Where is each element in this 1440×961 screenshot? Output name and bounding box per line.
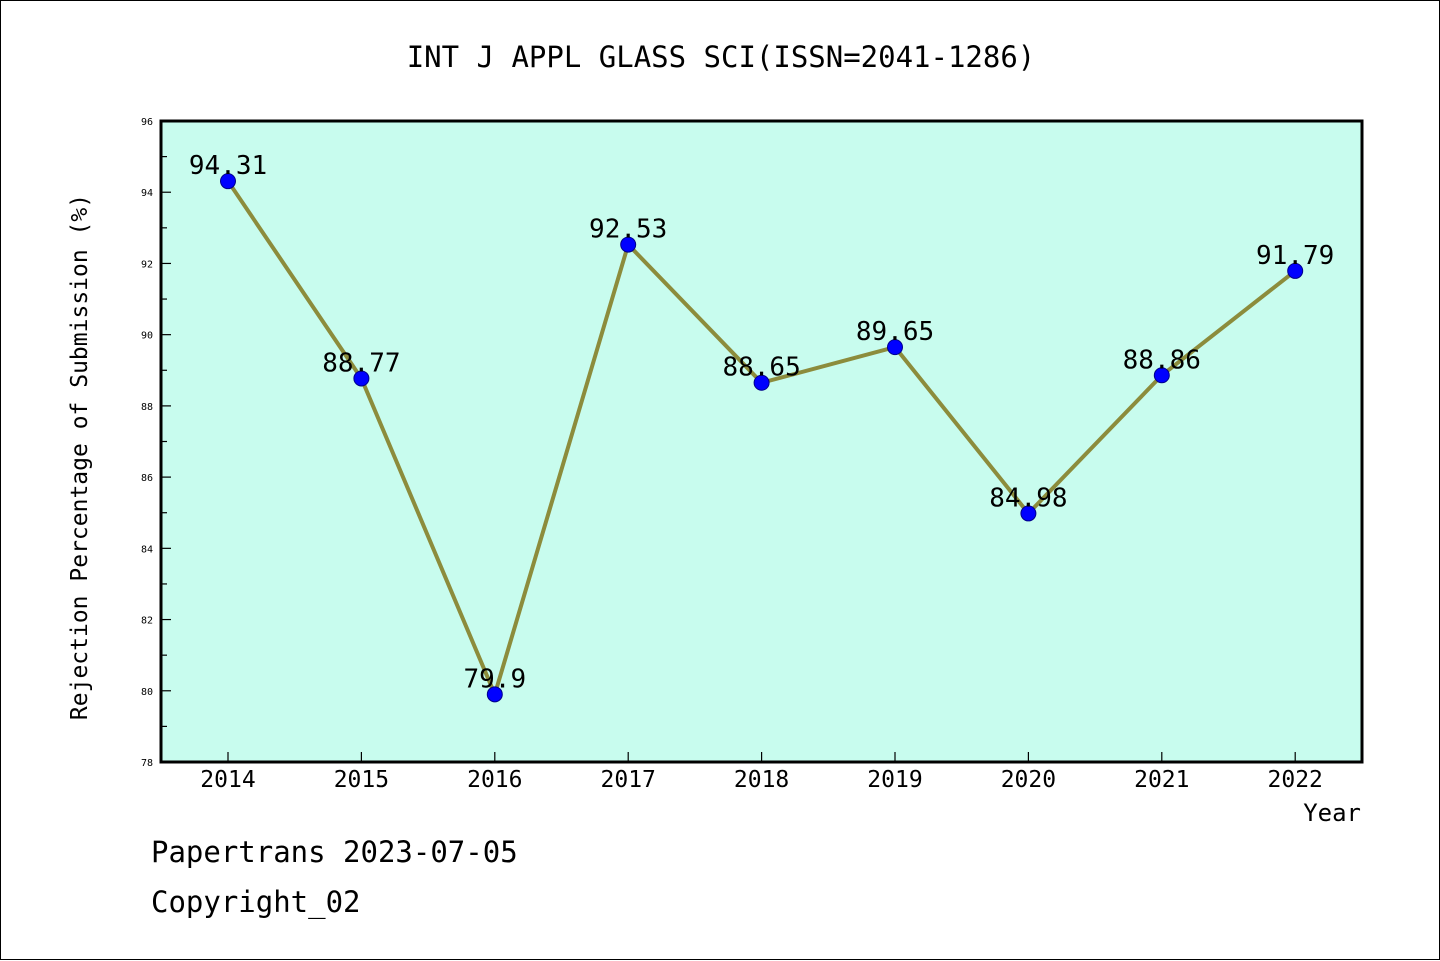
x-axis-ticks: 2014 2015 2016 2017 2018 2019 2020 2021 2022 [200, 752, 1323, 793]
data-point [753, 374, 770, 391]
y-tick-label: 90 [141, 331, 153, 342]
y-tick-label: 88 [141, 402, 153, 413]
data-label: 84.98 [989, 483, 1067, 513]
data-label: 89.65 [856, 317, 934, 347]
y-tick-label: 78 [141, 758, 153, 769]
data-label: 88.86 [1123, 345, 1201, 375]
y-tick-label: 82 [141, 616, 153, 627]
y-axis-ticks: 78 80 82 84 86 88 90 92 94 96 [141, 117, 171, 769]
data-point [1153, 367, 1170, 384]
x-tick-label: 2022 [1268, 767, 1323, 793]
x-axis-label: Year [1303, 799, 1361, 827]
y-tick-label: 84 [141, 544, 153, 555]
x-tick-label: 2015 [334, 767, 389, 793]
plot-area [159, 119, 1364, 764]
data-point [486, 686, 503, 703]
x-tick-label: 2018 [734, 767, 789, 793]
data-label: 79.9 [463, 664, 526, 694]
y-tick-label: 96 [141, 117, 153, 128]
x-tick-label: 2017 [601, 767, 656, 793]
data-label: 88.77 [322, 348, 400, 378]
data-markers [220, 173, 1304, 703]
footer-copyright-text: Copyright_02 [151, 885, 361, 919]
data-point [1287, 262, 1304, 279]
data-label: 94.31 [189, 151, 267, 181]
data-point [620, 236, 637, 253]
x-tick-label: 2021 [1134, 767, 1189, 793]
y-tick-label: 92 [141, 259, 153, 270]
data-label: 88.65 [722, 353, 800, 383]
data-label: 91.79 [1256, 241, 1334, 271]
y-tick-label: 86 [141, 473, 153, 484]
y-tick-label: 80 [141, 687, 153, 698]
x-tick-label: 2020 [1001, 767, 1056, 793]
footer-date-text: Papertrans 2023-07-05 [151, 835, 518, 869]
data-point [1020, 505, 1037, 522]
x-tick-label: 2014 [200, 767, 255, 793]
data-point [887, 339, 903, 356]
chart-title: INT J APPL GLASS SCI(ISSN=2041-1286) [407, 40, 1036, 74]
data-point [353, 370, 370, 387]
data-labels: 94.31 88.77 79.9 92.53 88.65 89.65 84.98 88.86 9… [189, 151, 1334, 694]
y-axis-label: Rejection Percentage of Submission (%) [67, 194, 93, 720]
x-tick-label: 2016 [467, 767, 522, 793]
x-tick-label: 2019 [867, 767, 922, 793]
data-label: 92.53 [589, 215, 667, 245]
data-point [220, 173, 236, 190]
y-tick-label: 94 [141, 188, 153, 199]
